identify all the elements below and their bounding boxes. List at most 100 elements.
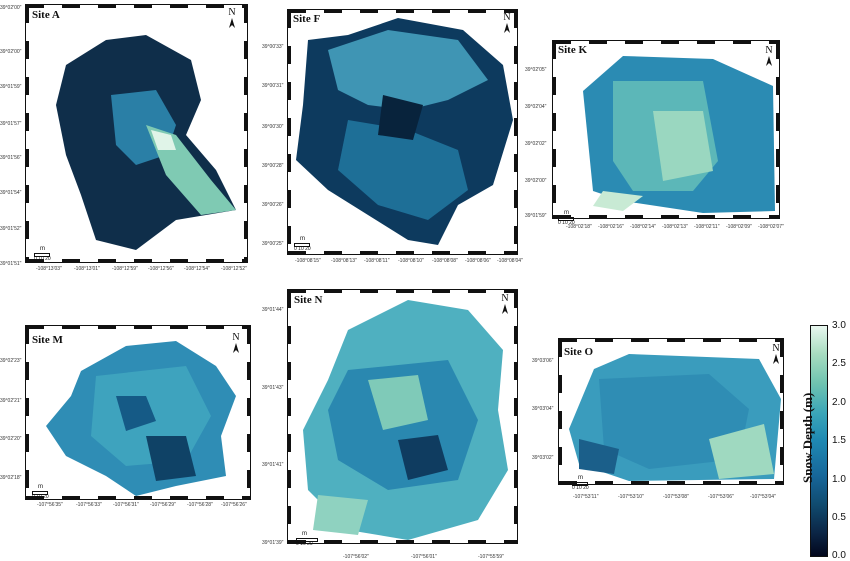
north-arrow-icon [229, 18, 235, 28]
lat-tick: 39°01'57" [0, 121, 22, 127]
lat-tick: 39°03'04" [532, 406, 554, 412]
lat-tick: 39°02'02" [525, 141, 547, 147]
north-label: N [503, 12, 511, 23]
scale-labels: 0 10 20 [558, 220, 575, 226]
site-k-north-arrow: N [764, 46, 774, 66]
lat-tick: 39°03'02" [532, 455, 554, 461]
lat-tick: 39°01'59" [525, 213, 547, 219]
lon-tick: -108°13'03" [36, 266, 62, 272]
site-a-north-arrow: N [227, 8, 237, 28]
colorbar-tick: 2.5 [832, 358, 846, 369]
north-label: N [232, 332, 240, 343]
lon-tick: -107°55'59" [478, 554, 504, 560]
scale-labels: 0 10 20 [296, 541, 313, 547]
lon-tick: -108°12'56" [148, 266, 174, 272]
scale-unit: m [302, 531, 307, 537]
site-f-north-arrow: N [502, 13, 512, 33]
site-a-label: Site A [30, 9, 62, 21]
lon-tick: -107°56'26" [221, 502, 247, 508]
lon-tick: -108°08'04" [497, 258, 523, 264]
lat-tick: 39°00'25" [262, 241, 284, 247]
scale-unit: m [40, 246, 45, 252]
frame-graticule-border [288, 290, 517, 543]
scale-labels: 0 10 20 [572, 485, 589, 491]
site-m-snow-depth-raster [46, 341, 236, 496]
lon-tick: -108°12'52" [221, 266, 247, 272]
site-f-snow-depth-raster [296, 18, 513, 245]
frame-graticule-border [26, 5, 247, 262]
north-arrow-icon [773, 354, 779, 364]
lat-tick: 39°00'33" [262, 44, 284, 50]
lon-tick: -108°02'16" [598, 224, 624, 230]
lat-tick: 39°02'00" [525, 178, 547, 184]
lon-tick: -108°08'13" [331, 258, 357, 264]
lon-tick: -107°56'29" [150, 502, 176, 508]
north-arrow-icon [233, 343, 239, 353]
snow-depth-colorbar [810, 325, 828, 557]
scale-labels: 0 10 20 [34, 256, 51, 262]
colorbar-tick: 3.0 [832, 320, 846, 331]
site-m-map [25, 325, 251, 500]
lon-tick: -107°53'11" [573, 494, 599, 500]
lon-tick: -107°53'04" [750, 494, 776, 500]
lat-tick: 39°02'05" [525, 67, 547, 73]
north-arrow-icon [766, 56, 772, 66]
lat-tick: 39°02'23" [0, 358, 22, 364]
frame-graticule-border [288, 10, 517, 254]
lat-tick: 39°03'06" [532, 358, 554, 364]
lon-tick: -107°53'06" [708, 494, 734, 500]
site-o-map [558, 338, 784, 485]
site-n-map [287, 289, 518, 544]
lon-tick: -107°53'10" [618, 494, 644, 500]
site-m-north-arrow: N [231, 333, 241, 353]
colorbar-tick: 1.0 [832, 474, 846, 485]
scale-unit: m [38, 484, 43, 490]
north-arrow-icon [504, 23, 510, 33]
lat-tick: 39°01'43" [262, 385, 284, 391]
site-o-snow-depth-raster [569, 354, 781, 481]
lat-tick: 39°00'26" [262, 202, 284, 208]
scale-labels: 0 10 20 [294, 246, 311, 252]
north-label: N [501, 293, 509, 304]
lon-tick: -108°02'11" [694, 224, 720, 230]
lat-tick: 39°02'04" [525, 104, 547, 110]
lat-tick: 39°02'00" [0, 5, 22, 11]
site-k-map [552, 40, 780, 219]
frame-graticule-border [26, 326, 250, 499]
lat-tick: 39°01'52" [0, 226, 22, 232]
lat-tick: 39°01'44" [262, 307, 284, 313]
lat-tick: 39°01'54" [0, 190, 22, 196]
site-o-label: Site O [562, 346, 596, 358]
north-arrow-icon [502, 304, 508, 314]
lat-tick: 39°02'20" [0, 436, 22, 442]
north-label: N [765, 45, 773, 56]
scale-unit: m [564, 210, 569, 216]
colorbar-tick: 2.0 [832, 397, 846, 408]
north-label: N [228, 7, 236, 18]
lon-tick: -108°08'08" [432, 258, 458, 264]
lat-tick: 39°01'56" [0, 155, 22, 161]
lon-tick: -108°12'54" [184, 266, 210, 272]
lon-tick: -108°13'01" [74, 266, 100, 272]
scale-labels: 0 10 20 [32, 494, 49, 500]
colorbar-tick: 0.5 [832, 512, 846, 523]
lat-tick: 39°00'28" [262, 163, 284, 169]
scale-unit: m [578, 475, 583, 481]
site-o-north-arrow: N [771, 344, 781, 364]
lon-tick: -107°56'35" [37, 502, 63, 508]
lat-tick: 39°01'39" [262, 540, 284, 546]
site-a-snow-depth-raster [56, 35, 236, 250]
lon-tick: -107°56'28" [187, 502, 213, 508]
site-k-label: Site K [556, 44, 590, 56]
lat-tick: 39°01'51" [0, 261, 22, 267]
lon-tick: -107°56'01" [411, 554, 437, 560]
site-f-label: Site F [291, 13, 323, 25]
site-n-label: Site N [292, 294, 325, 306]
scale-unit: m [300, 236, 305, 242]
lon-tick: -108°08'11" [364, 258, 390, 264]
lon-tick: -107°56'02" [343, 554, 369, 560]
lon-tick: -108°08'10" [398, 258, 424, 264]
frame-graticule-border [559, 339, 783, 484]
lon-tick: -108°02'09" [726, 224, 752, 230]
lat-tick: 39°02'18" [0, 475, 22, 481]
